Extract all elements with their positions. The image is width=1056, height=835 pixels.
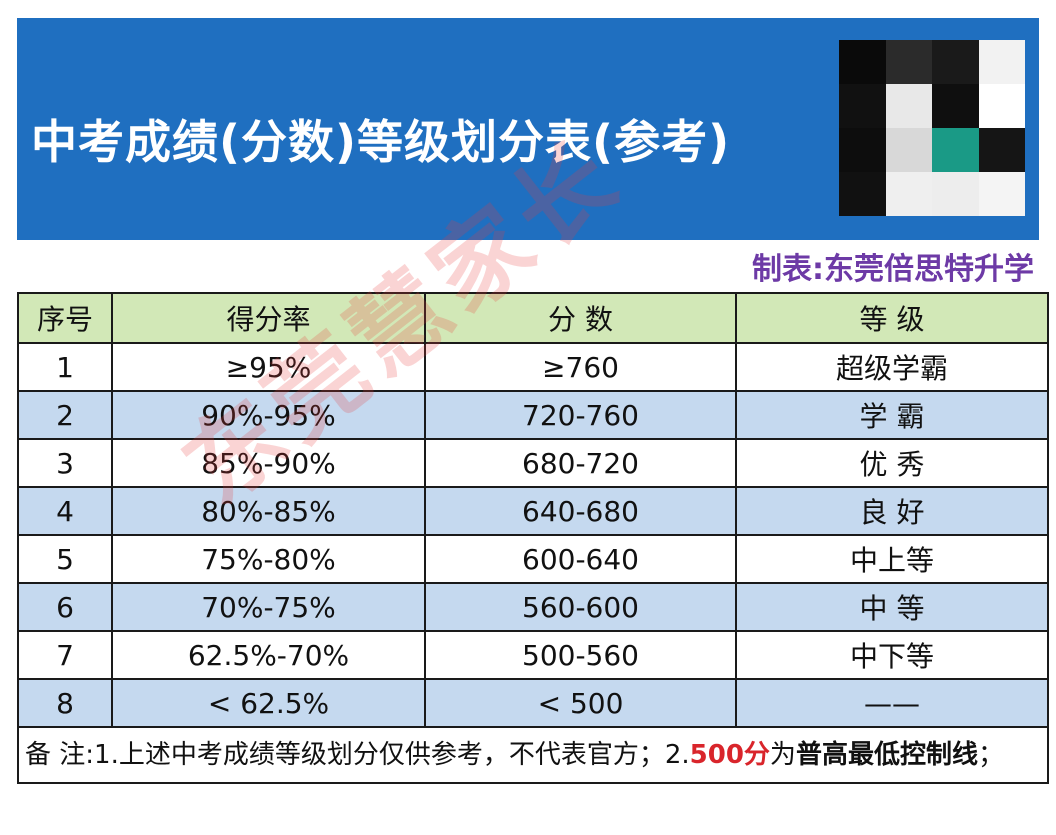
- cell-no: 7: [17, 630, 113, 680]
- qr-cell: [885, 84, 932, 128]
- cell-score: 720-760: [424, 390, 737, 440]
- cell-grade: 优 秀: [735, 438, 1049, 488]
- qr-cell: [932, 172, 979, 216]
- note-row: 备 注:1.上述中考成绩等级划分仅供参考，不代表官方；2.500分为普高最低控制…: [17, 726, 1049, 784]
- cell-rate: 80%-85%: [111, 486, 426, 536]
- cell-no: 8: [17, 678, 113, 728]
- qr-cell: [839, 128, 886, 172]
- cell-no: 4: [17, 486, 113, 536]
- qr-cell: [885, 128, 932, 172]
- table-row: 8 < 62.5% < 500 ——: [17, 678, 1049, 728]
- note-mid: 为: [769, 740, 796, 770]
- title-banner: 中考成绩(分数)等级划分表(参考): [17, 18, 1039, 240]
- qr-cell: [839, 40, 886, 84]
- qr-cell: [978, 40, 1025, 84]
- cell-no: 3: [17, 438, 113, 488]
- table-row: 3 85%-90% 680-720 优 秀: [17, 438, 1049, 488]
- cell-grade: 超级学霸: [735, 342, 1049, 392]
- cell-rate: ≥95%: [111, 342, 426, 392]
- cell-rate: < 62.5%: [111, 678, 426, 728]
- cell-score: ≥760: [424, 342, 737, 392]
- qr-code: [839, 40, 1025, 216]
- cell-grade: 中下等: [735, 630, 1049, 680]
- cell-grade: 良 好: [735, 486, 1049, 536]
- cell-no: 1: [17, 342, 113, 392]
- cell-no: 2: [17, 390, 113, 440]
- qr-cell: [932, 40, 979, 84]
- cell-score: 500-560: [424, 630, 737, 680]
- header-no: 序号: [17, 292, 113, 344]
- cell-score: 680-720: [424, 438, 737, 488]
- header-rate: 得分率: [111, 292, 426, 344]
- cell-score: 560-600: [424, 582, 737, 632]
- cell-no: 5: [17, 534, 113, 584]
- table-row: 1 ≥95% ≥760 超级学霸: [17, 342, 1049, 392]
- note-highlight: 500分: [689, 740, 770, 770]
- qr-cell: [978, 84, 1025, 128]
- cell-score: 600-640: [424, 534, 737, 584]
- qr-cell: [839, 172, 886, 216]
- cell-score: < 500: [424, 678, 737, 728]
- qr-cell: [885, 172, 932, 216]
- note-cell: 备 注:1.上述中考成绩等级划分仅供参考，不代表官方；2.500分为普高最低控制…: [17, 726, 1049, 784]
- header-grade: 等 级: [735, 292, 1049, 344]
- table-row: 6 70%-75% 560-600 中 等: [17, 582, 1049, 632]
- note-prefix: 备 注:1.上述中考成绩等级划分仅供参考，不代表官方；2.: [25, 740, 690, 770]
- cell-rate: 85%-90%: [111, 438, 426, 488]
- table-row: 7 62.5%-70% 500-560 中下等: [17, 630, 1049, 680]
- maker-credit: 制表:东莞倍思特升学: [752, 252, 1034, 287]
- cell-grade: 中 等: [735, 582, 1049, 632]
- cell-rate: 70%-75%: [111, 582, 426, 632]
- qr-cell: [932, 84, 979, 128]
- cell-rate: 75%-80%: [111, 534, 426, 584]
- qr-cell: [839, 84, 886, 128]
- note-end: ；: [977, 740, 1004, 770]
- qr-cell: [932, 128, 979, 172]
- cell-grade: ——: [735, 678, 1049, 728]
- header-score: 分 数: [424, 292, 737, 344]
- grade-table: 序号 得分率 分 数 等 级 1 ≥95% ≥760 超级学霸 2 90%-95…: [17, 292, 1049, 784]
- page-title: 中考成绩(分数)等级划分表(参考): [31, 115, 731, 169]
- qr-cell: [978, 128, 1025, 172]
- cell-no: 6: [17, 582, 113, 632]
- table-row: 5 75%-80% 600-640 中上等: [17, 534, 1049, 584]
- qr-cell: [885, 40, 932, 84]
- note-bold-tail: 普高最低控制线: [795, 740, 978, 770]
- cell-grade: 学 霸: [735, 390, 1049, 440]
- cell-grade: 中上等: [735, 534, 1049, 584]
- qr-cell: [978, 172, 1025, 216]
- cell-rate: 62.5%-70%: [111, 630, 426, 680]
- cell-rate: 90%-95%: [111, 390, 426, 440]
- table-row: 4 80%-85% 640-680 良 好: [17, 486, 1049, 536]
- table-row: 2 90%-95% 720-760 学 霸: [17, 390, 1049, 440]
- table-header-row: 序号 得分率 分 数 等 级: [17, 292, 1049, 344]
- cell-score: 640-680: [424, 486, 737, 536]
